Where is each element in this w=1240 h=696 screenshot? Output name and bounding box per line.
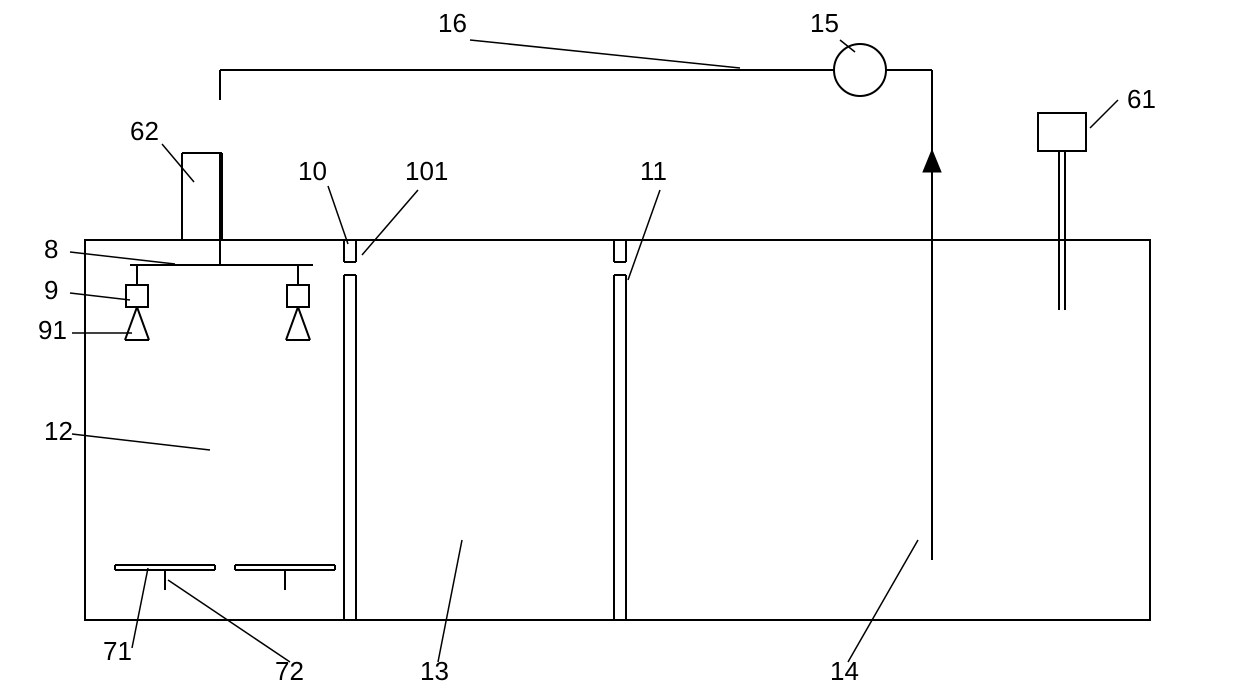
label-72: 72 <box>275 656 304 686</box>
label-61: 61 <box>1127 84 1156 114</box>
flow-arrow <box>923 150 941 172</box>
label-10: 10 <box>298 156 327 186</box>
label-71: 71 <box>103 636 132 666</box>
label-13: 13 <box>420 656 449 686</box>
outer-tank <box>85 240 1150 620</box>
label-11: 11 <box>640 156 667 186</box>
label-16: 16 <box>438 8 467 38</box>
label-62: 62 <box>130 116 159 146</box>
label-9: 9 <box>44 275 58 305</box>
label-101: 101 <box>405 156 448 186</box>
label-8: 8 <box>44 234 58 264</box>
label-14: 14 <box>830 656 859 686</box>
label-91: 91 <box>38 315 67 345</box>
label-12: 12 <box>44 416 73 446</box>
label-15: 15 <box>810 8 839 38</box>
